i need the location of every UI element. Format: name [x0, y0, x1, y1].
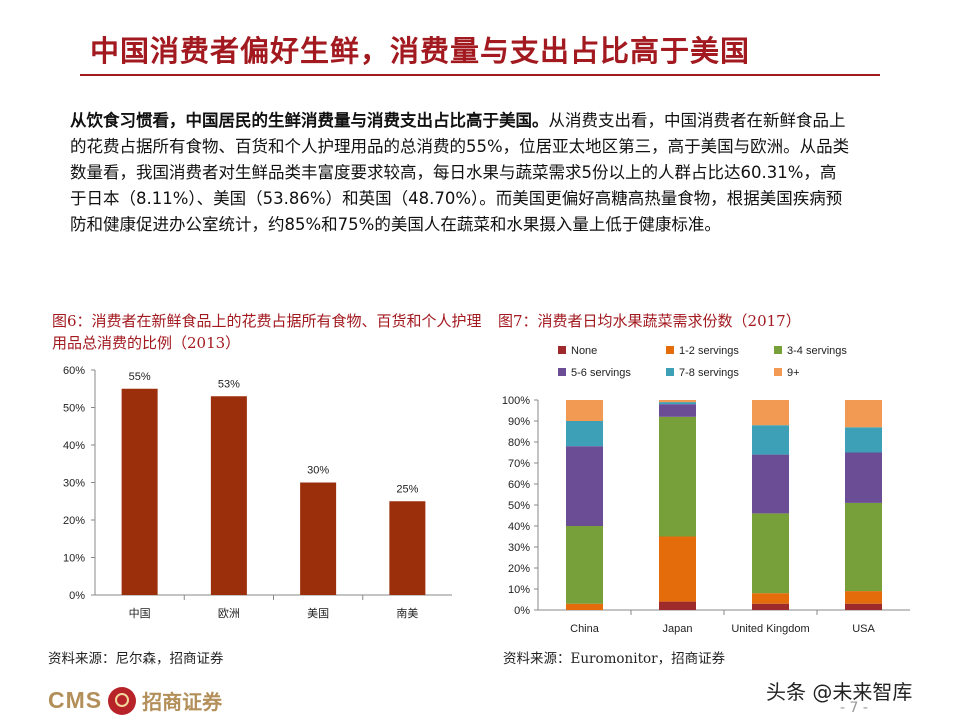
fig7-bar-segment	[845, 452, 882, 503]
fig6-source: 资料来源：尼尔森，招商证券	[48, 651, 224, 667]
fig7-legend-swatch	[666, 346, 674, 354]
fig7-y-tick-label: 90%	[508, 416, 530, 428]
fig6-y-tick-label: 60%	[63, 365, 85, 377]
fig7-y-tick-label: 0%	[514, 605, 530, 617]
fig7-bar-segment	[752, 603, 789, 610]
body-lead-sentence: 从饮食习惯看，中国居民的生鲜消费量与消费支出占比高于美国。	[70, 111, 549, 130]
fig7-y-tick-label: 50%	[508, 500, 530, 512]
fig7-bar-segment	[845, 427, 882, 453]
fig6-y-tick-label: 40%	[63, 440, 85, 452]
fig7-bar-segment	[659, 536, 696, 602]
body-rest: 从消费支出看，中国消费者在新鲜食品上的花费占据所有食物、百货和个人护理用品的总消…	[70, 111, 850, 234]
fig6-y-tick-label: 10%	[63, 553, 85, 565]
logo-latin: CMS	[48, 687, 103, 713]
title-divider	[80, 74, 880, 76]
body-paragraph: 从饮食习惯看，中国居民的生鲜消费量与消费支出占比高于美国。从消费支出看，中国消费…	[70, 108, 850, 238]
fig7-bar-segment	[566, 421, 603, 447]
fig6-y-tick-label: 30%	[63, 478, 85, 490]
fig7-bar-segment	[752, 425, 789, 455]
fig7-bar-segment	[659, 601, 696, 610]
fig7-title: 图7：消费者日均水果蔬菜需求份数（2017）	[498, 312, 801, 330]
fig6-bar-chart: 0% 10% 20% 30% 40% 50% 60% 55% 中国 53% 欧洲 30% 美国 25% 南美	[63, 365, 452, 620]
fig7-legend-label: 7-8 servings	[679, 367, 739, 379]
fig7-bar-segment	[659, 402, 696, 405]
fig7-stacked-bar-chart: None 1-2 servings 3-4 servings 5-6 servings…	[502, 345, 910, 635]
fig6-y-tick-label: 50%	[63, 403, 85, 415]
fig6-data-label: 30%	[307, 465, 329, 477]
fig6-y-tick-label: 0%	[69, 590, 85, 602]
fig7-bar-segment	[845, 400, 882, 428]
fig7-y-tick-label: 10%	[508, 584, 530, 596]
fig7-bar-segment	[752, 593, 789, 604]
fig7-legend-label: 3-4 servings	[787, 345, 847, 357]
fig6-bar	[210, 396, 247, 595]
fig7-y-tick-label: 30%	[508, 542, 530, 554]
fig7-y-tick-label: 70%	[508, 458, 530, 470]
fig7-bar-segment	[752, 400, 789, 426]
fig6-bar	[121, 388, 158, 595]
fig7-legend-swatch	[558, 346, 566, 354]
fig6-x-tick-label: 中国	[129, 607, 151, 620]
fig7-bar-segment	[752, 513, 789, 594]
fig6-data-label: 53%	[218, 378, 240, 390]
fig7-y-tick-label: 80%	[508, 437, 530, 449]
fig7-bar-segment	[845, 603, 882, 610]
fig7-y-tick-label: 20%	[508, 563, 530, 575]
fig7-x-tick-label: United Kingdom	[731, 623, 809, 635]
fig7-y-tick-label: 60%	[508, 479, 530, 491]
page-number: - 7 -	[840, 700, 868, 716]
fig7-x-tick-label: China	[570, 623, 600, 635]
fig6-bar	[300, 482, 337, 595]
fig7-bar-segment	[752, 454, 789, 514]
fig7-legend-label: 5-6 servings	[571, 367, 631, 379]
fig7-bar-segment	[659, 416, 696, 537]
fig6-bar	[389, 501, 426, 595]
fig7-bar-segment	[566, 526, 603, 604]
fig6-title: 图6：消费者在新鲜食品上的花费占据所有食物、百货和个人护理用品总消费的比例（20…	[52, 312, 482, 352]
fig7-y-tick-label: 40%	[508, 521, 530, 533]
fig7-legend-swatch	[774, 346, 782, 354]
fig6-x-tick-label: 欧洲	[218, 607, 240, 620]
fig7-bar-segment	[659, 400, 696, 403]
fig7-bar-segment	[566, 446, 603, 526]
cms-logo: CMS 招商证券	[48, 686, 222, 715]
fig7-x-tick-label: USA	[852, 623, 875, 635]
fig6-data-label: 25%	[396, 483, 418, 495]
fig6-x-tick-label: 美国	[307, 607, 329, 620]
logo-name: 招商证券	[142, 690, 223, 714]
fig7-legend-label: 1-2 servings	[679, 345, 739, 357]
fig7-legend-swatch	[774, 368, 782, 376]
fig6-x-tick-label: 南美	[396, 607, 418, 620]
fig7-bar-segment	[566, 603, 603, 610]
fig6-y-tick-label: 20%	[63, 515, 85, 527]
slide-title: 中国消费者偏好生鲜，消费量与支出占比高于美国	[90, 34, 751, 68]
fig7-legend-label: 9+	[787, 367, 800, 379]
watermark: 头条 @未来智库	[766, 680, 913, 704]
fig7-legend-swatch	[666, 368, 674, 376]
fig7-bar-segment	[659, 404, 696, 417]
fig7-legend-label: None	[571, 345, 597, 357]
fig7-bar-segment	[845, 502, 882, 592]
fig7-y-tick-label: 100%	[502, 395, 530, 407]
fig7-bar-segment	[566, 400, 603, 421]
fig7-source: 资料来源：Euromonitor，招商证券	[503, 651, 726, 667]
logo-mark-icon	[108, 686, 137, 715]
fig7-legend-swatch	[558, 368, 566, 376]
fig7-bar-segment	[845, 591, 882, 604]
fig6-data-label: 55%	[129, 371, 151, 383]
fig7-x-tick-label: Japan	[663, 623, 693, 635]
